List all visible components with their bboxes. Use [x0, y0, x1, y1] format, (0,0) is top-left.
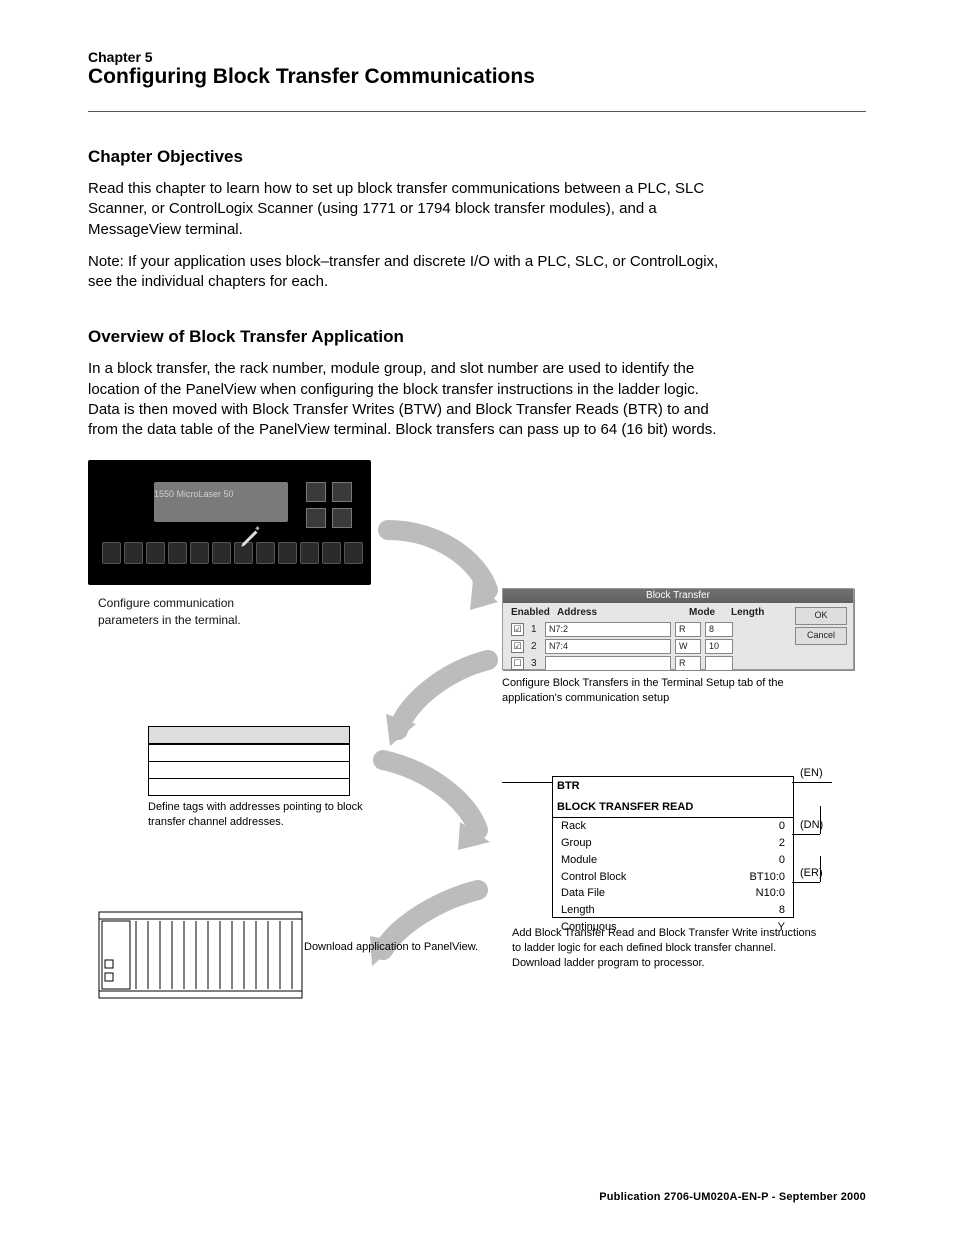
table-row — [149, 744, 349, 761]
plc-chassis — [98, 910, 303, 1000]
wire — [502, 782, 552, 783]
overview-paragraph: In a block transfer, the rack number, mo… — [88, 359, 728, 440]
block-transfer-instruction: BTR BLOCK TRANSFER READ Rack0 Group2 Mod… — [502, 776, 824, 916]
wire — [792, 834, 820, 835]
bt-line: Control BlockBT10:0 — [553, 869, 793, 886]
bt-abbr: BTR — [553, 777, 793, 796]
device-button — [306, 508, 326, 528]
objectives-paragraph-2: Note: If your application uses block–tra… — [88, 252, 728, 293]
pen-icon — [238, 524, 264, 550]
objectives-paragraph-1: Read this chapter to learn how to set up… — [88, 179, 728, 240]
device-label: Configure communication parameters in th… — [98, 595, 241, 627]
panelview-caption: 1550 MicroLaser 50 — [154, 488, 234, 500]
cancel-button[interactable]: Cancel — [795, 627, 847, 645]
arrow-icon — [378, 520, 518, 610]
table-row — [149, 761, 349, 778]
chapter-title: Configuring Block Transfer Communication… — [88, 63, 866, 91]
horizontal-rule — [88, 111, 866, 112]
device-button — [306, 482, 326, 502]
ok-button[interactable]: OK — [795, 607, 847, 625]
wire — [792, 882, 820, 883]
bt-dn: (DN) — [800, 818, 823, 833]
table-header — [149, 727, 349, 744]
dialog-row: ☐3R — [503, 656, 853, 673]
device-keys — [102, 542, 363, 564]
plc-caption: Download application to PanelView. — [304, 940, 478, 955]
diagram: 1550 MicroLaser 50 Configure communicati… — [88, 460, 828, 1000]
device-button — [332, 508, 352, 528]
overview-heading: Overview of Block Transfer Application — [88, 326, 866, 349]
bt-line: Rack0 — [553, 818, 793, 835]
bt-line: Module0 — [553, 852, 793, 869]
bt-line: Data FileN10:0 — [553, 885, 793, 902]
dialog-title: Block Transfer — [503, 589, 853, 603]
bt-box: BTR BLOCK TRANSFER READ Rack0 Group2 Mod… — [552, 776, 794, 918]
tags-table — [148, 726, 350, 796]
device-button — [332, 482, 352, 502]
bt-line: Group2 — [553, 835, 793, 852]
wire — [792, 782, 832, 783]
bt-er: (ER) — [800, 866, 823, 881]
bt-title: BLOCK TRANSFER READ — [553, 798, 793, 818]
block-transfer-dialog: Block Transfer Enabled Address Mode Leng… — [502, 588, 854, 670]
panelview-device: 1550 MicroLaser 50 — [88, 460, 371, 585]
bt-en: (EN) — [800, 766, 823, 781]
bt-caption: Add Block Transfer Read and Block Transf… — [512, 926, 828, 971]
page: Chapter 5 Configuring Block Transfer Com… — [0, 0, 954, 1235]
objectives-heading: Chapter Objectives — [88, 146, 866, 169]
arrow-icon — [348, 880, 498, 970]
footer-publication: Publication 2706-UM020A-EN-P - September… — [599, 1190, 866, 1205]
arrow-icon — [368, 650, 508, 750]
arrow-icon — [368, 750, 508, 850]
tags-caption: Define tags with addresses pointing to b… — [148, 800, 368, 830]
bt-line: Length8 — [553, 902, 793, 919]
dialog-caption: Configure Block Transfers in the Termina… — [502, 676, 828, 706]
table-row — [149, 778, 349, 795]
